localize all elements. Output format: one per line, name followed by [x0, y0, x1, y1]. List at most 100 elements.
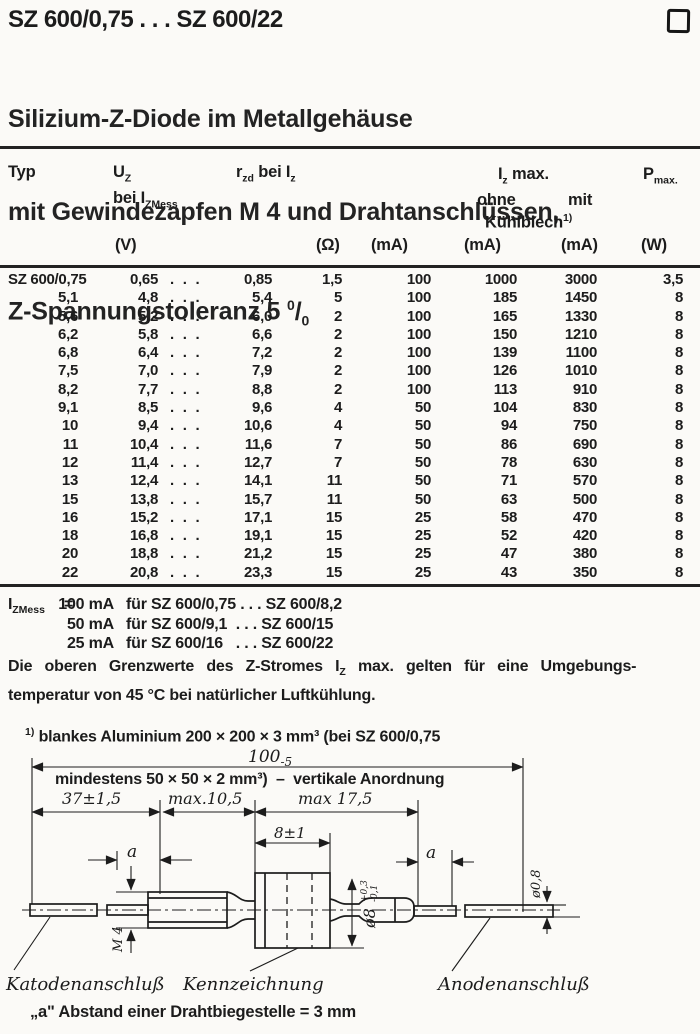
cell-range-dots: . . .: [170, 289, 200, 307]
subtitle-line3: Z-Spannungstoleranz 5 0/0: [8, 297, 310, 329]
cell-iz-mit: 630: [572, 453, 597, 471]
cell-range-dots: . . .: [170, 563, 200, 581]
cell-rzd: 2: [333, 325, 342, 343]
izmess-equals: =: [64, 596, 74, 613]
dim-37: 37±1,5: [62, 789, 121, 808]
dimension-labels: 100-5 37±1,5 max.10,5 max 17,5 8±1 a a M…: [5, 747, 590, 995]
izmess-line: 100 mA für SZ 600/0,75 . . . SZ 600/8,2: [0, 596, 700, 615]
dim-thread-m4: M 4: [111, 926, 126, 953]
cell-iz-mit: 420: [572, 527, 597, 545]
cell-typ: 12: [61, 453, 78, 471]
dim-8: 8±1: [274, 824, 306, 842]
cell-iz-ohne: 150: [492, 325, 517, 343]
cell-iz-ohne: 185: [492, 289, 517, 307]
rule-header: [0, 265, 700, 268]
cell-rzd: 2: [333, 362, 342, 380]
col-header-typ: Typ: [8, 163, 36, 181]
dim-a-right: a: [426, 843, 436, 863]
col-header-uz: UZ: [113, 163, 132, 185]
cell-iz-test: 25: [414, 545, 431, 563]
cell-iz-test: 50: [414, 453, 431, 471]
table-row: 8,2 7,7 . . . 8,8 2 100 113 910 8: [0, 381, 700, 399]
dimension-lines: [13, 758, 580, 972]
table-row: 13 12,4 . . . 14,1 11 50 71 570 8: [0, 472, 700, 490]
col-header-ohne: ohne: [477, 191, 516, 209]
table-row: 22 20,8 . . . 23,3 15 25 43 350 8: [0, 564, 700, 582]
cell-iz-mit: 1210: [564, 325, 597, 343]
cell-iz-test: 25: [414, 563, 431, 581]
cell-iz-mit: 1010: [564, 362, 597, 380]
cell-uz-max: 7,9: [252, 362, 272, 380]
cell-iz-ohne: 104: [492, 399, 517, 417]
cell-uz-max: 23,3: [244, 563, 272, 581]
cell-iz-ohne: 94: [500, 417, 517, 435]
neck-left-top: [226, 891, 255, 902]
package-drawing: 100-5 37±1,5 max.10,5 max 17,5 8±1 a a M…: [5, 747, 590, 995]
dim-dia-tol-minus: -0,1: [370, 885, 380, 902]
izmess-note: IZMess = 100 mA für SZ 600/0,75 . . . SZ…: [0, 594, 700, 654]
cell-iz-test: 50: [414, 417, 431, 435]
izmess-symbol: IZMess: [8, 596, 45, 617]
cell-uz-max: 6,6: [252, 325, 272, 343]
cell-iz-test: 100: [406, 380, 431, 398]
cell-uz-min: 10,4: [130, 435, 158, 453]
dim-a-left: a: [127, 842, 137, 862]
unit-ma1: (mA): [371, 236, 408, 254]
cell-range-dots: . . .: [170, 545, 200, 563]
cell-range-dots: . . .: [170, 417, 200, 435]
dim-max105: max.10,5: [168, 789, 242, 808]
cell-iz-mit: 500: [572, 490, 597, 508]
cell-pmax: 8: [674, 344, 683, 362]
col-header-pmax: Pmax.: [643, 165, 678, 187]
cell-iz-mit: 750: [572, 417, 597, 435]
cell-rzd: 7: [333, 435, 342, 453]
component-outline: [29, 872, 554, 949]
cell-pmax: 8: [674, 362, 683, 380]
cell-range-dots: . . .: [170, 508, 200, 526]
table-row: 11 10,4 . . . 11,6 7 50 86 690 8: [0, 436, 700, 454]
cell-typ: 6,2: [58, 325, 78, 343]
cell-typ: 10: [61, 417, 78, 435]
cell-iz-ohne: 52: [500, 527, 517, 545]
cell-uz-max: 8,8: [252, 380, 272, 398]
cell-iz-ohne: 71: [500, 472, 517, 490]
col-header-uz-condition: bei IZMess: [113, 189, 178, 211]
cell-rzd: 11: [326, 472, 343, 490]
cell-iz-test: 100: [406, 307, 431, 325]
cell-pmax: 8: [674, 289, 683, 307]
cell-uz-max: 7,2: [252, 344, 272, 362]
cell-uz-max: 12,7: [244, 453, 272, 471]
cell-pmax: 8: [674, 307, 683, 325]
cell-iz-test: 50: [414, 472, 431, 490]
cell-pmax: 8: [674, 417, 683, 435]
cell-range-dots: . . .: [170, 527, 200, 545]
percent-denominator: 0: [301, 312, 310, 329]
cell-iz-mit: 1330: [564, 307, 597, 325]
cell-iz-test: 100: [406, 289, 431, 307]
cell-range-dots: . . .: [170, 271, 200, 288]
cathode-leader: [13, 916, 51, 971]
cell-iz-test: 50: [414, 399, 431, 417]
cell-typ: 9,1: [58, 399, 78, 417]
cell-pmax: 8: [674, 453, 683, 471]
cell-rzd: 15: [325, 545, 342, 563]
cell-iz-test: 100: [406, 325, 431, 343]
cell-pmax: 8: [674, 325, 683, 343]
cell-iz-test: 25: [414, 527, 431, 545]
table-row: 6,8 6,4 . . . 7,2 2 100 139 1100 8: [0, 344, 700, 362]
cell-iz-test: 50: [414, 435, 431, 453]
percent-slash: /: [294, 297, 302, 326]
cell-uz-max: 19,1: [244, 527, 272, 545]
cell-uz-max: 14,1: [244, 472, 272, 490]
cell-iz-ohne: 43: [500, 563, 517, 581]
table-row: 9,1 8,5 . . . 9,6 4 50 104 830 8: [0, 399, 700, 417]
cell-iz-ohne: 86: [500, 435, 517, 453]
table-row: 15 13,8 . . . 15,7 11 50 63 500 8: [0, 491, 700, 509]
anode-leader: [451, 917, 491, 972]
cell-iz-ohne: 78: [500, 453, 517, 471]
cell-uz-max: 10,6: [244, 417, 272, 435]
cell-iz-test: 100: [406, 362, 431, 380]
cell-range-dots: . . .: [170, 490, 200, 508]
subtitle-line1: Silizium-Z-Diode im Metallgehäuse: [8, 105, 413, 133]
